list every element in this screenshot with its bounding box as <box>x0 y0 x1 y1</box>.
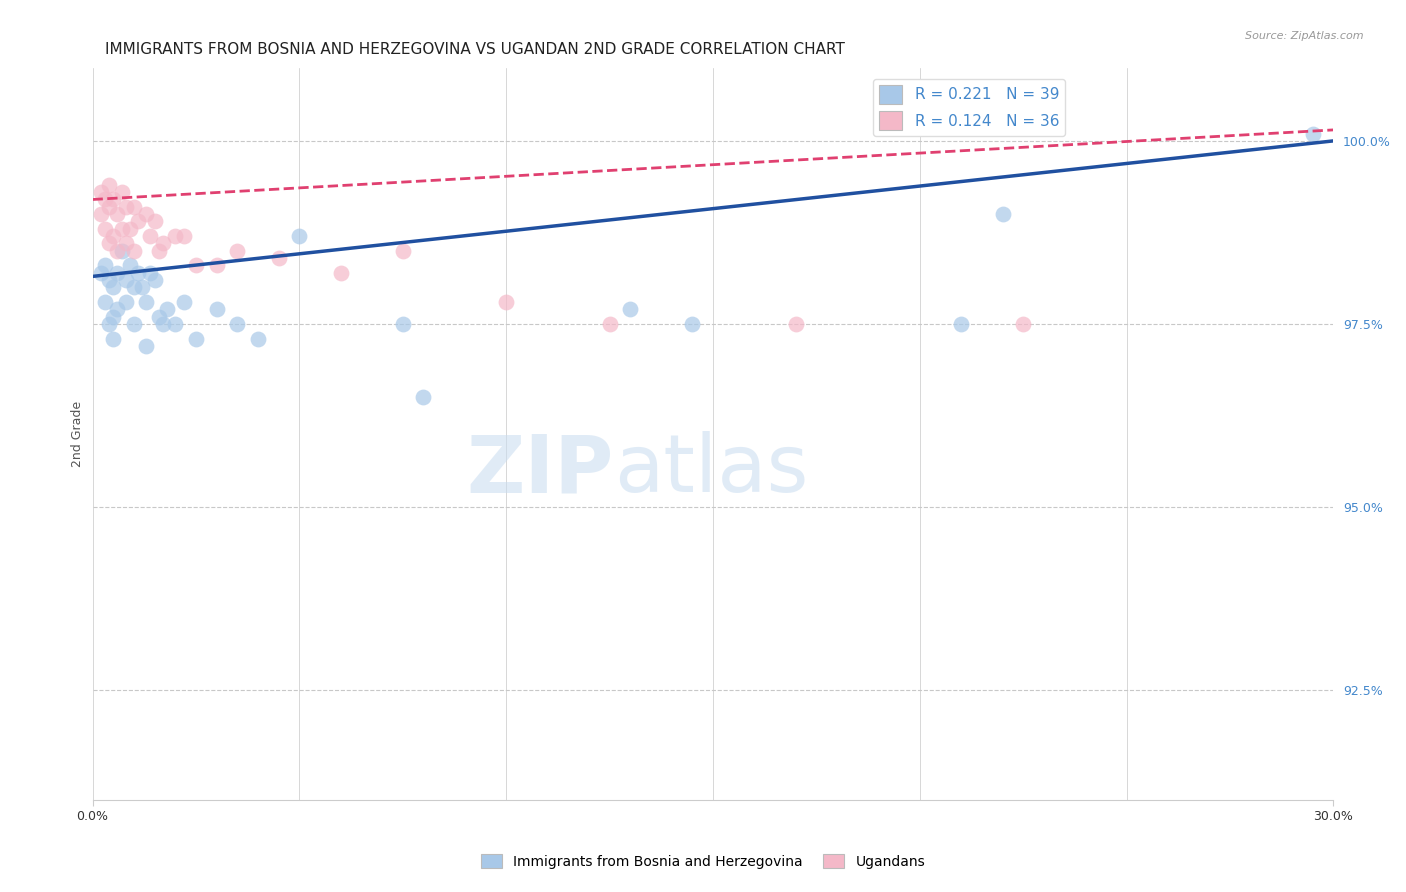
Point <box>991 207 1014 221</box>
Point <box>619 302 641 317</box>
Point <box>135 207 157 221</box>
Point <box>122 200 145 214</box>
Point <box>1012 317 1035 331</box>
Point <box>90 207 112 221</box>
Point <box>205 259 228 273</box>
Point <box>110 185 132 199</box>
Point <box>785 317 807 331</box>
Point <box>105 244 128 258</box>
Point <box>412 390 434 404</box>
Point <box>165 229 187 244</box>
Point <box>127 214 149 228</box>
Point <box>329 266 352 280</box>
Point <box>118 259 141 273</box>
Point <box>127 266 149 280</box>
Point <box>94 221 117 235</box>
Point <box>110 221 132 235</box>
Point <box>98 178 121 192</box>
Legend: R = 0.221   N = 39, R = 0.124   N = 36: R = 0.221 N = 39, R = 0.124 N = 36 <box>873 79 1066 136</box>
Point <box>103 280 125 294</box>
Point <box>122 317 145 331</box>
Point <box>114 273 136 287</box>
Point <box>391 317 413 331</box>
Point <box>165 317 187 331</box>
Point <box>98 200 121 214</box>
Legend: Immigrants from Bosnia and Herzegovina, Ugandans: Immigrants from Bosnia and Herzegovina, … <box>475 848 931 874</box>
Point <box>114 200 136 214</box>
Point <box>122 244 145 258</box>
Y-axis label: 2nd Grade: 2nd Grade <box>72 401 84 467</box>
Point <box>135 339 157 353</box>
Point <box>148 244 170 258</box>
Point <box>152 236 174 251</box>
Text: atlas: atlas <box>614 432 808 509</box>
Point <box>148 310 170 324</box>
Point <box>143 273 166 287</box>
Point <box>135 295 157 310</box>
Point <box>226 317 249 331</box>
Point <box>599 317 621 331</box>
Point <box>94 295 117 310</box>
Point <box>139 266 162 280</box>
Text: Source: ZipAtlas.com: Source: ZipAtlas.com <box>1246 31 1364 41</box>
Point <box>495 295 517 310</box>
Point <box>90 185 112 199</box>
Point <box>114 295 136 310</box>
Point <box>681 317 703 331</box>
Point <box>247 332 270 346</box>
Point <box>267 251 290 265</box>
Point <box>98 273 121 287</box>
Point <box>288 229 311 244</box>
Point <box>103 193 125 207</box>
Point <box>131 280 153 294</box>
Point <box>103 229 125 244</box>
Point <box>184 332 207 346</box>
Point <box>226 244 249 258</box>
Point <box>205 302 228 317</box>
Point <box>152 317 174 331</box>
Point <box>105 302 128 317</box>
Point <box>122 280 145 294</box>
Point <box>950 317 973 331</box>
Point <box>143 214 166 228</box>
Point <box>184 259 207 273</box>
Point <box>105 266 128 280</box>
Point <box>110 244 132 258</box>
Point <box>98 317 121 331</box>
Point <box>103 310 125 324</box>
Point <box>173 229 195 244</box>
Point <box>90 266 112 280</box>
Point <box>139 229 162 244</box>
Point <box>94 259 117 273</box>
Text: ZIP: ZIP <box>467 432 614 509</box>
Point <box>105 207 128 221</box>
Point <box>94 193 117 207</box>
Point <box>114 236 136 251</box>
Point <box>156 302 179 317</box>
Point <box>118 221 141 235</box>
Point <box>1302 127 1324 141</box>
Point <box>103 332 125 346</box>
Point <box>98 236 121 251</box>
Point <box>391 244 413 258</box>
Point <box>173 295 195 310</box>
Text: IMMIGRANTS FROM BOSNIA AND HERZEGOVINA VS UGANDAN 2ND GRADE CORRELATION CHART: IMMIGRANTS FROM BOSNIA AND HERZEGOVINA V… <box>105 42 845 57</box>
